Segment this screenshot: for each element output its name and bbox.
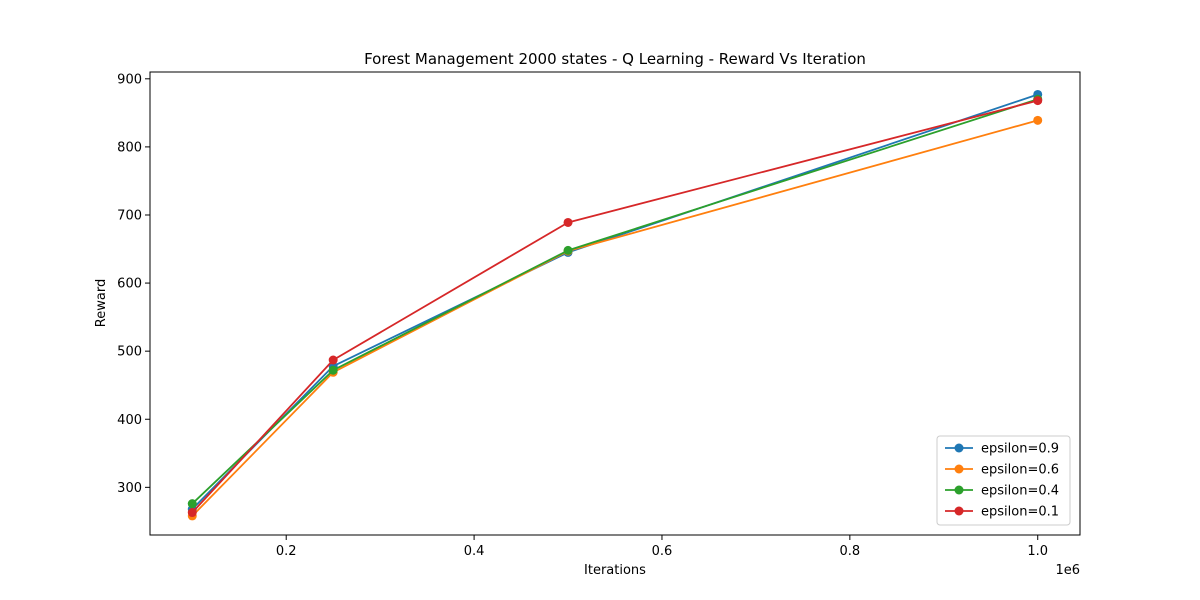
y-tick-label: 300 — [117, 481, 142, 496]
series-line — [191, 99, 1038, 514]
data-point — [563, 217, 573, 227]
y-tick-label: 900 — [117, 72, 142, 87]
data-point — [187, 499, 197, 509]
x-axis: 0.2 0.4 0.6 0.8 1.0 — [276, 535, 1048, 559]
legend-marker — [954, 464, 964, 474]
y-tick-label: 400 — [117, 413, 142, 428]
data-point — [1033, 115, 1043, 125]
data-point — [187, 508, 197, 518]
y-axis-label: Reward — [94, 279, 109, 327]
data-point — [328, 355, 338, 365]
legend-label: epsilon=0.6 — [981, 463, 1059, 478]
series-line — [191, 93, 1039, 510]
y-tick-label: 800 — [117, 140, 142, 155]
y-tick-label: 700 — [117, 208, 142, 223]
y-axis: 300 400 500 600 700 800 900 — [117, 72, 150, 496]
series-epsilon=0.1 — [187, 96, 1043, 518]
legend-marker — [954, 506, 964, 516]
y-tick-label: 500 — [117, 345, 142, 360]
chart-title: Forest Management 2000 states - Q Learni… — [364, 50, 866, 68]
legend-marker — [954, 443, 964, 453]
series-layer — [187, 89, 1043, 521]
legend-item: epsilon=0.6 — [945, 463, 1059, 478]
x-tick-label: 0.4 — [464, 544, 485, 559]
x-axis-label: Iterations — [584, 563, 646, 578]
series-line — [191, 98, 1039, 505]
y-tick-label: 600 — [117, 277, 142, 292]
series-line — [191, 119, 1038, 517]
x-tick-label: 0.8 — [840, 544, 861, 559]
legend-label: epsilon=0.9 — [981, 442, 1059, 457]
x-axis-offset-label: 1e6 — [1055, 563, 1080, 578]
legend-marker — [954, 485, 964, 495]
legend-item: epsilon=0.1 — [945, 505, 1059, 520]
legend: epsilon=0.9 epsilon=0.6 epsilon=0.4 epsilon… — [936, 435, 1071, 526]
series-epsilon=0.4 — [187, 94, 1043, 509]
legend-item: epsilon=0.4 — [945, 484, 1059, 499]
data-point — [328, 365, 338, 375]
x-tick-label: 1.0 — [1027, 544, 1048, 559]
legend-item: epsilon=0.9 — [945, 442, 1059, 457]
data-point — [563, 245, 573, 255]
legend-label: epsilon=0.4 — [981, 484, 1059, 499]
legend-box — [936, 435, 1071, 526]
x-tick-label: 0.2 — [276, 544, 297, 559]
legend-label: epsilon=0.1 — [981, 505, 1059, 520]
x-tick-label: 0.6 — [652, 544, 673, 559]
series-epsilon=0.9 — [187, 89, 1043, 514]
data-point — [1033, 96, 1043, 106]
plot-frame — [149, 71, 1081, 536]
series-epsilon=0.6 — [187, 115, 1043, 521]
